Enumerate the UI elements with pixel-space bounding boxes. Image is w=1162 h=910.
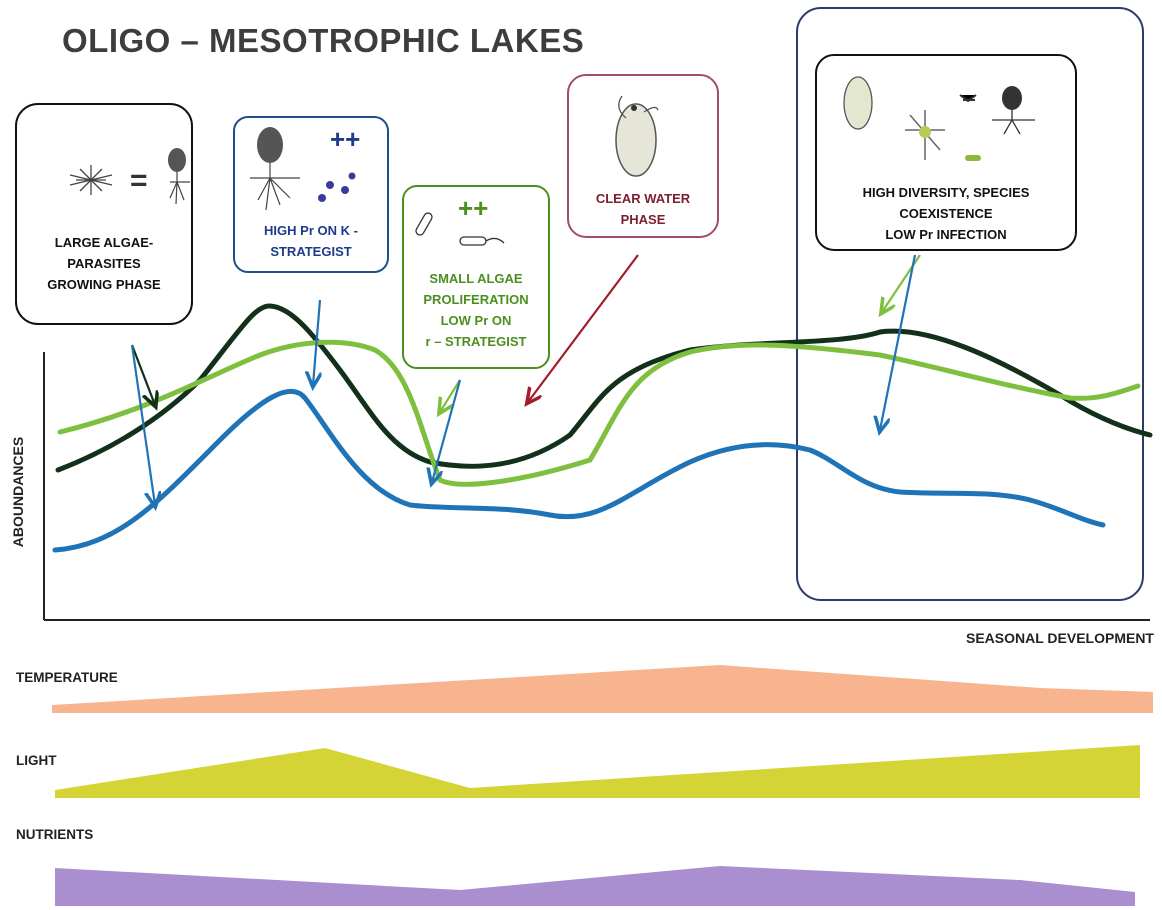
plus-plus-green: ++ [458, 193, 488, 223]
label-line: PARASITES [24, 253, 184, 274]
nutrients-label: NUTRIENTS [16, 827, 93, 842]
label-large-algae: LARGE ALGAE- PARASITES GROWING PHASE [24, 232, 184, 295]
label-line: PHASE [572, 209, 714, 230]
curve-blue [55, 391, 1103, 550]
label-line: LOW Pr INFECTION [820, 224, 1072, 245]
y-axis-label: ABOUNDANCES [10, 432, 26, 552]
curve-dark-green [58, 306, 1150, 470]
plus-plus-blue: ++ [330, 124, 360, 154]
label-line: PROLIFERATION [405, 289, 547, 310]
label-clear-water: CLEAR WATER PHASE [572, 188, 714, 230]
label-line: HIGH Pr ON K - [238, 220, 384, 241]
nutrients-band [55, 866, 1135, 906]
label-high-diversity: HIGH DIVERSITY, SPECIES COEXISTENCE LOW … [820, 182, 1072, 245]
label-line: LOW Pr ON [405, 310, 547, 331]
label-line: SMALL ALGAE [405, 268, 547, 289]
temperature-band [52, 665, 1153, 713]
curve-light-green [60, 342, 1138, 484]
label-line: STRATEGIST [238, 241, 384, 262]
label-line: CLEAR WATER [572, 188, 714, 209]
label-line: LARGE ALGAE- [24, 232, 184, 253]
equals-sign: = [130, 164, 148, 197]
label-high-pr: HIGH Pr ON K - STRATEGIST [238, 220, 384, 262]
light-band [55, 745, 1140, 798]
light-label: LIGHT [16, 753, 57, 768]
label-line: HIGH DIVERSITY, SPECIES [820, 182, 1072, 203]
label-small-algae: SMALL ALGAE PROLIFERATION LOW Pr ON r – … [405, 268, 547, 352]
label-line: GROWING PHASE [24, 274, 184, 295]
x-axis-label: SEASONAL DEVELOPMENT [926, 630, 1154, 646]
temperature-label: TEMPERATURE [16, 670, 118, 685]
label-line: r – STRATEGIST [405, 331, 547, 352]
label-line: COEXISTENCE [820, 203, 1072, 224]
